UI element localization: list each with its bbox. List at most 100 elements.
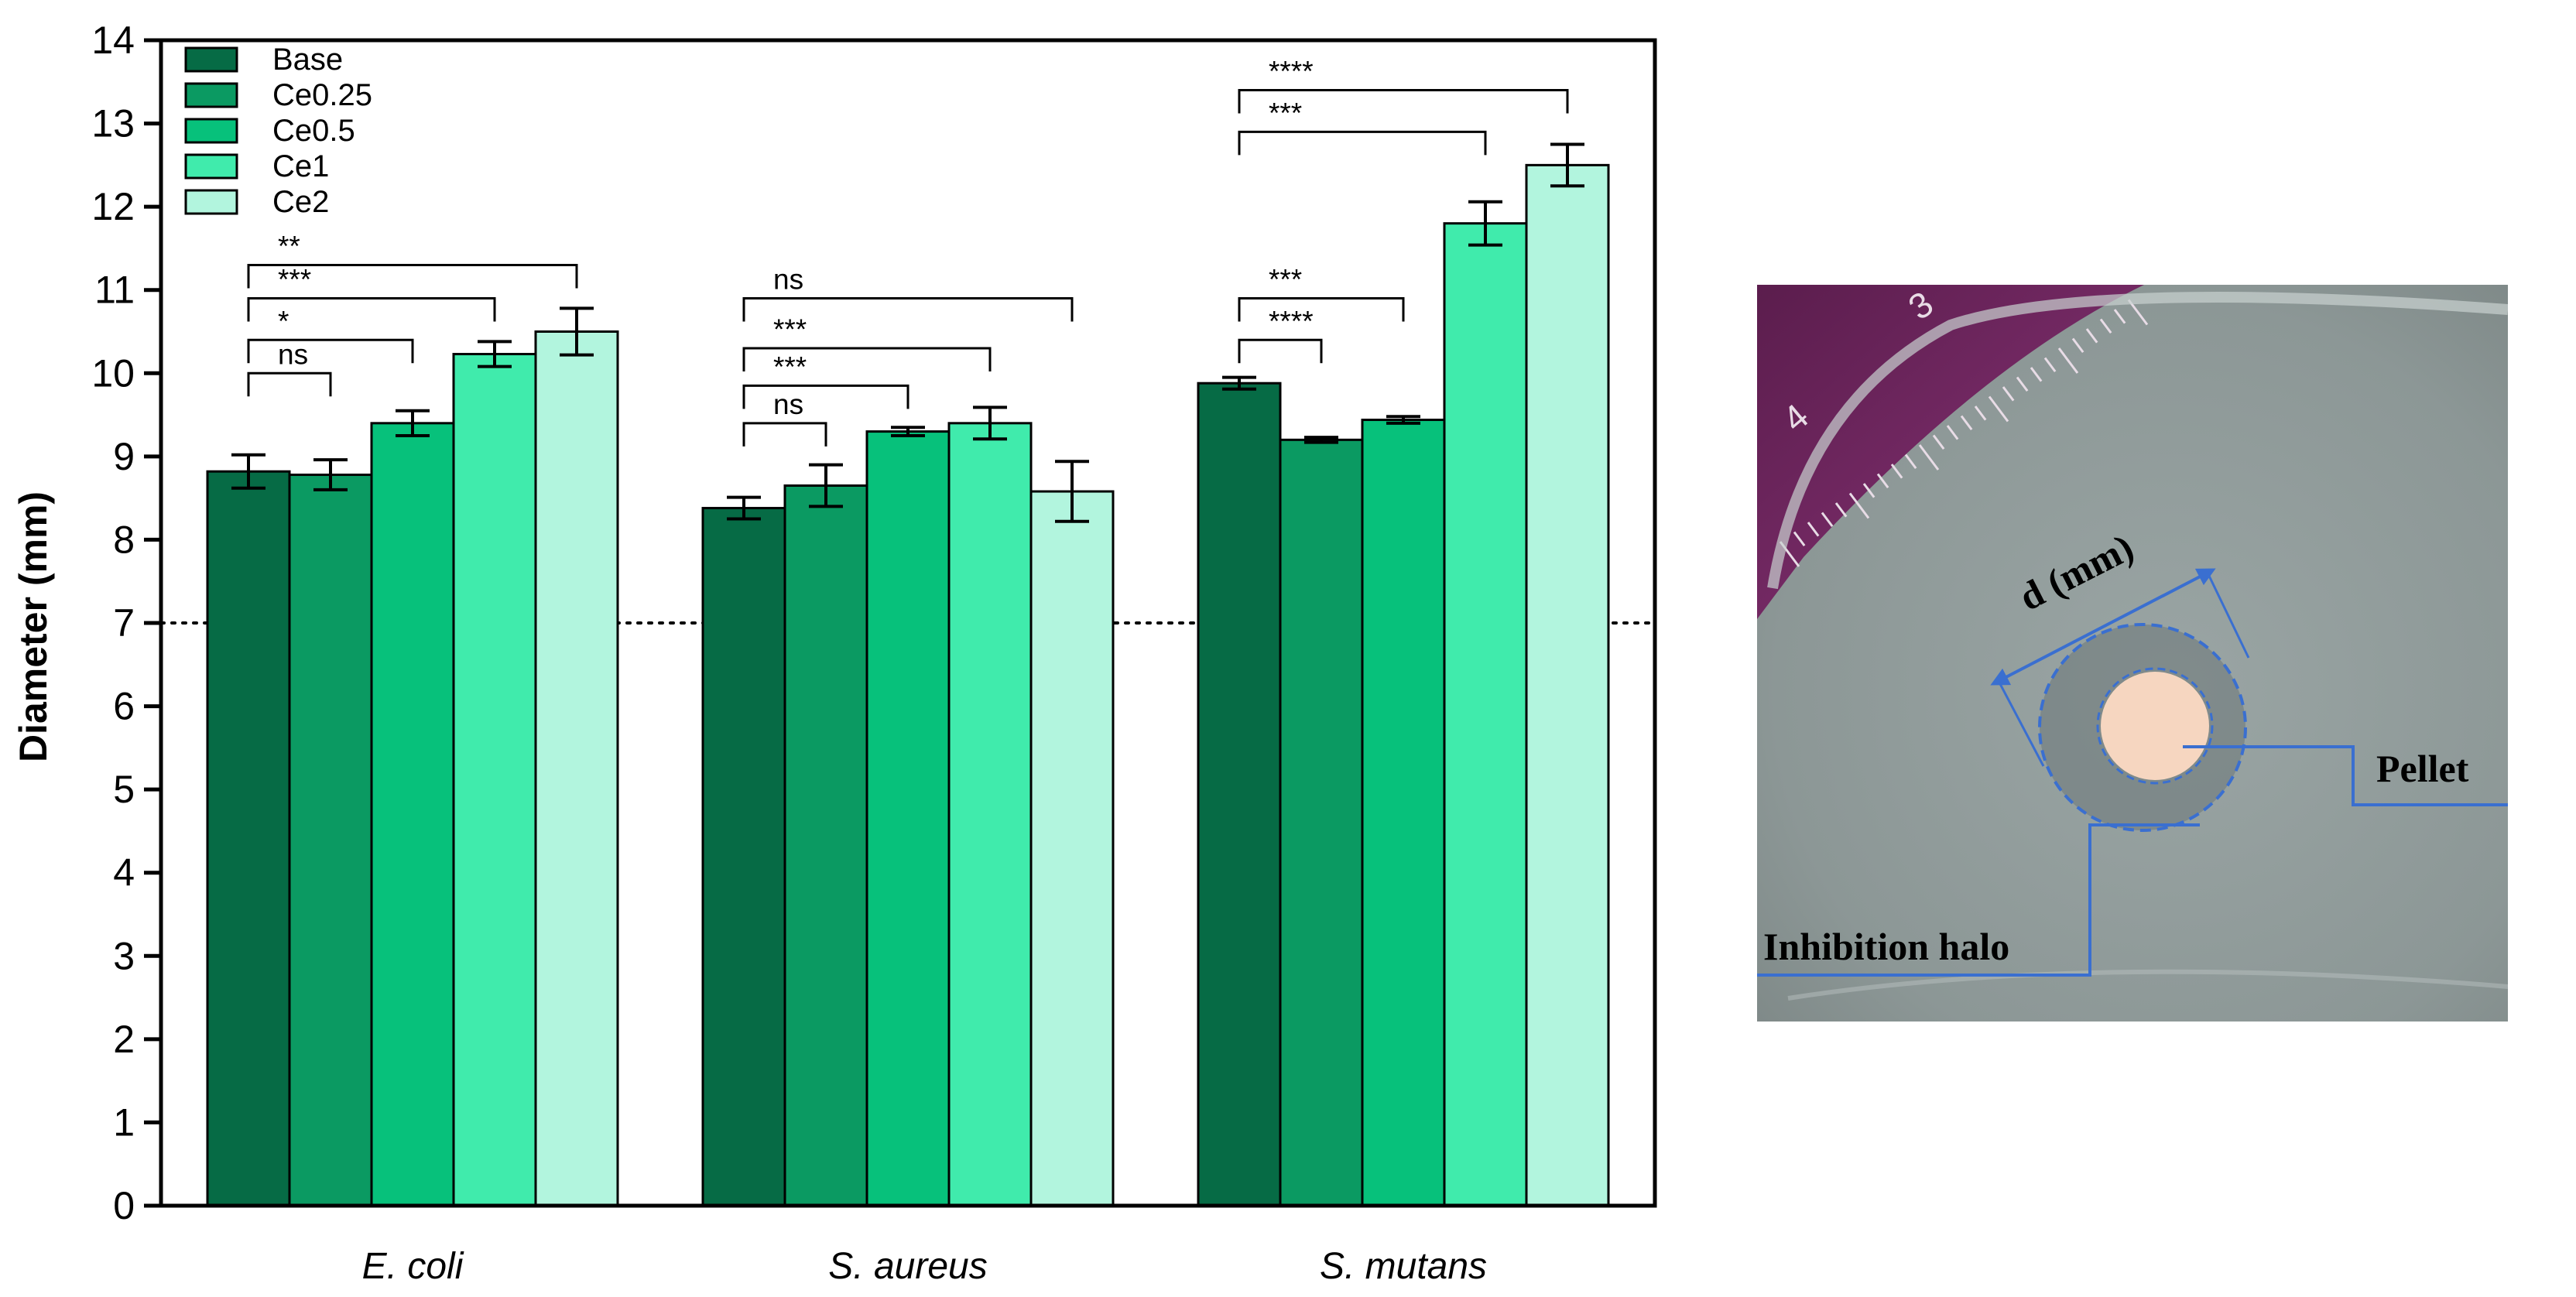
significance-bracket (1238, 296, 1405, 322)
ruler (1757, 285, 2144, 619)
diameter-extension (2206, 572, 2250, 659)
legend-label: Ce0.25 (272, 78, 372, 112)
pellet-leader-line (2183, 745, 2508, 806)
significance-label: ns (278, 338, 308, 370)
y-tick-label: 9 (113, 435, 135, 478)
y-tick-label: 11 (94, 269, 135, 312)
diameter-extension (1997, 680, 2045, 767)
significance-label: * (278, 305, 289, 337)
significance-bracket (742, 347, 992, 372)
bar-base-0 (206, 470, 291, 1207)
significance-bracket (1238, 338, 1323, 364)
ruler-tick (1946, 425, 1959, 440)
bar-ce1-2 (1443, 222, 1528, 1207)
bar-base-1 (701, 507, 786, 1207)
ruler-tick (2030, 367, 2043, 382)
dish-rim-lower (1787, 969, 2508, 1001)
bar-ce05-2 (1361, 419, 1446, 1207)
significance-label: ns (773, 388, 803, 420)
significance-bracket (247, 296, 496, 322)
significance-bracket (247, 371, 332, 397)
ruler-ticks (1779, 299, 2149, 567)
ruler-tick (1890, 464, 1903, 479)
significance-bracket (742, 422, 827, 447)
bars-layer (206, 163, 1610, 1207)
ruler-tick (1932, 434, 1945, 450)
significance-label: **** (1269, 56, 1314, 87)
significance-layer: ns******ns******ns************** (247, 56, 1569, 447)
bar-chart: ns******ns******ns************** 0123456… (12, 19, 1657, 1287)
dish-rim (1767, 292, 2508, 590)
bar-ce025-2 (1279, 438, 1364, 1207)
ruler-tick (1807, 522, 1820, 537)
ruler-tick (1904, 453, 1917, 469)
significance-label: *** (278, 263, 311, 295)
halo-label: Inhibition halo (1763, 925, 2009, 968)
significance-label: *** (773, 313, 807, 345)
significance-label: ** (278, 230, 300, 262)
pellet-label: Pellet (2376, 747, 2469, 790)
x-category-label: S. aureus (828, 1246, 987, 1287)
significance-bracket (742, 296, 1074, 322)
bar-ce2-1 (1029, 490, 1115, 1207)
ruler-tick (2071, 337, 2084, 354)
legend-label: Ce0.5 (272, 114, 355, 148)
significance-bracket (1238, 89, 1569, 114)
significance-bracket (1238, 130, 1487, 156)
ruler-tick (2043, 357, 2057, 373)
ruler-tick (1876, 473, 1889, 488)
bar-ce025-1 (783, 484, 868, 1207)
bar-ce025-0 (288, 474, 373, 1207)
ruler-tick (2002, 386, 2015, 402)
pellet-outline (2096, 667, 2214, 785)
ruler-tick (1848, 492, 1870, 519)
y-tick-label: 8 (113, 518, 135, 561)
bar-ce1-1 (947, 422, 1033, 1207)
error-bars-layer (231, 142, 1584, 523)
significance-bracket (742, 384, 909, 409)
ruler-tick (2113, 309, 2126, 324)
y-tick-label: 2 (113, 1018, 135, 1061)
bar-ce05-1 (865, 430, 951, 1207)
significance-label: ns (773, 263, 803, 295)
y-tick-label: 13 (91, 102, 135, 145)
significance-bracket (247, 263, 578, 289)
significance-bracket (247, 338, 414, 364)
y-axis-label: Diameter (mm) (12, 491, 55, 762)
significance-label: *** (1269, 97, 1302, 128)
ruler-tick (1974, 406, 1987, 421)
ruler-tick (1821, 512, 1834, 527)
pellet (2101, 672, 2209, 780)
bar-ce05-0 (370, 422, 455, 1207)
halo-leader-line (1757, 823, 2200, 977)
legend-swatch (184, 46, 238, 73)
y-tick-label: 3 (113, 934, 135, 977)
legend-swatch (184, 153, 238, 180)
y-tick-label: 0 (113, 1184, 135, 1227)
ruler-tick (2016, 376, 2029, 392)
y-tick-label: 10 (91, 351, 135, 395)
ruler-tick (1918, 444, 1940, 471)
diameter-arrow (1990, 568, 2216, 686)
y-tick-label: 1 (113, 1100, 135, 1144)
ruler-tick (1834, 502, 1848, 518)
legend-swatch (184, 118, 238, 144)
significance-label: *** (773, 351, 807, 382)
x-category-label: S. mutans (1320, 1246, 1487, 1287)
ruler-tick (1988, 395, 2009, 423)
ruler-tick (2085, 328, 2098, 344)
bar-ce1-0 (452, 353, 537, 1207)
ruler-tick (1960, 415, 1973, 430)
legend-swatch (184, 189, 238, 215)
ruler-tick (2099, 318, 2112, 334)
legend-label: Ce2 (272, 185, 329, 219)
y-tick-label: 6 (113, 685, 135, 728)
petri-dish-photo: 3 4 d (mm) Pellet Inhibition halo (1757, 285, 2508, 1022)
significance-label: **** (1269, 305, 1314, 337)
y-tick-label: 14 (91, 19, 135, 62)
y-tick-label: 7 (113, 601, 135, 645)
ruler-tick (1793, 531, 1806, 546)
legend-label: Base (272, 43, 343, 77)
bar-ce2-0 (534, 330, 619, 1207)
